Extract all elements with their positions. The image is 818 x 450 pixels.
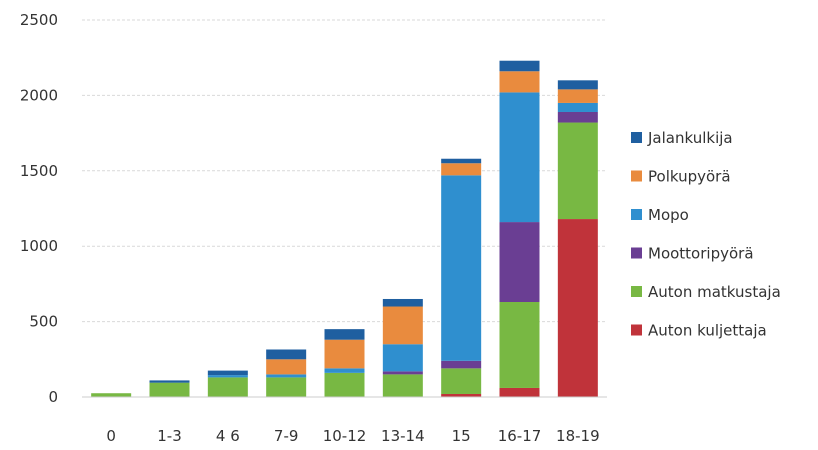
bar-segment-moottoripyörä (382, 371, 423, 375)
legend-swatch (631, 286, 642, 297)
bar-segment-auton-matkustaja (207, 377, 248, 397)
bar-segment-moottoripyörä (441, 360, 482, 369)
bar-segment-auton-matkustaja (441, 368, 482, 394)
y-tick-label: 500 (29, 313, 58, 331)
x-tick-label: 16-17 (498, 427, 542, 445)
legend-swatch (631, 132, 642, 143)
y-tick-label: 2500 (20, 11, 58, 29)
bar-stack-1-3 (149, 380, 190, 397)
bar-segment-mopo (266, 374, 307, 378)
legend-swatch (631, 209, 642, 220)
legend-label: Polkupyörä (648, 168, 731, 186)
y-tick-label: 1000 (20, 237, 58, 255)
legend-label: Mopo (648, 206, 689, 224)
legend-item: Mopo (631, 206, 689, 224)
y-axis: 0 500 1000 1500 2000 2500 (20, 11, 58, 406)
bar-segment-mopo (207, 375, 248, 378)
bar-segment-mopo (382, 344, 423, 372)
bar-segment-moottoripyörä (557, 111, 598, 123)
bar-segment-auton-kuljettaja (499, 387, 540, 397)
bar-segment-jalankulkija (149, 380, 190, 383)
legend-swatch (631, 170, 642, 182)
legend-item: Moottoripyörä (631, 245, 754, 263)
legend-item: Jalankulkija (631, 129, 733, 147)
x-tick-label: 10-12 (323, 427, 367, 445)
x-tick-label: 4 6 (216, 427, 240, 445)
bar-segment-auton-kuljettaja (441, 393, 482, 397)
x-tick-label: 15 (452, 427, 471, 445)
legend-swatch (631, 324, 642, 336)
bar-segment-polkupyörä (441, 163, 482, 176)
bar-segment-polkupyörä (324, 339, 365, 369)
bar-segment-jalankulkija (557, 80, 598, 90)
x-tick-label: 18-19 (556, 427, 600, 445)
legend-label: Auton matkustaja (648, 283, 781, 301)
bar-stack-7-9 (266, 349, 307, 397)
bar-segment-polkupyörä (557, 89, 598, 103)
bar-segment-auton-matkustaja (91, 393, 132, 397)
legend: Jalankulkija Polkupyörä Mopo Moottoripyörä A… (631, 129, 781, 340)
bar-segment-jalankulkija (382, 298, 423, 307)
y-tick-label: 1500 (20, 162, 58, 180)
bar-segment-auton-matkustaja (266, 377, 307, 397)
bar-segment-auton-matkustaja (324, 372, 365, 397)
legend-label: Moottoripyörä (648, 245, 754, 263)
bar-stack-0 (91, 393, 132, 397)
bar-segment-polkupyörä (382, 306, 423, 345)
bar-segment-moottoripyörä (499, 222, 540, 302)
bar-segment-mopo (557, 102, 598, 112)
bar-stack-18-19 (557, 80, 598, 397)
bar-segment-polkupyörä (266, 359, 307, 375)
legend-label: Jalankulkija (647, 129, 733, 147)
bar-segment-jalankulkija (207, 370, 248, 376)
bars (91, 60, 598, 397)
bar-stack-13-14 (382, 298, 423, 397)
x-tick-label: 13-14 (381, 427, 425, 445)
y-tick-label: 0 (48, 388, 58, 406)
bar-segment-mopo (324, 368, 365, 373)
bar-segment-mopo (441, 175, 482, 361)
bar-segment-auton-matkustaja (382, 374, 423, 397)
legend-item: Polkupyörä (631, 168, 731, 186)
legend-item: Auton matkustaja (631, 283, 781, 301)
x-axis: 0 1-3 4 6 7-9 10-12 13-14 15 16-17 18-19 (82, 396, 607, 445)
bar-segment-jalankulkija (324, 329, 365, 340)
bar-segment-polkupyörä (499, 71, 540, 93)
legend-label: Auton kuljettaja (648, 322, 767, 340)
bar-stack-10-12 (324, 329, 365, 397)
bar-stack-16-17 (499, 60, 540, 397)
x-tick-label: 7-9 (274, 427, 299, 445)
bar-stack-15 (441, 158, 482, 397)
bar-segment-auton-matkustaja (499, 301, 540, 388)
y-tick-label: 2000 (20, 86, 58, 104)
legend-item: Auton kuljettaja (631, 322, 767, 340)
bar-segment-auton-matkustaja (149, 382, 190, 397)
bar-stack-4-6 (207, 370, 248, 397)
x-tick-label: 0 (106, 427, 116, 445)
bar-segment-jalankulkija (266, 349, 307, 360)
bar-segment-auton-matkustaja (557, 122, 598, 220)
x-tick-label: 1-3 (157, 427, 182, 445)
bar-segment-jalankulkija (441, 158, 482, 164)
bar-segment-mopo (499, 92, 540, 223)
bar-segment-auton-kuljettaja (557, 219, 598, 397)
legend-swatch (631, 247, 642, 259)
bar-segment-jalankulkija (499, 60, 540, 72)
